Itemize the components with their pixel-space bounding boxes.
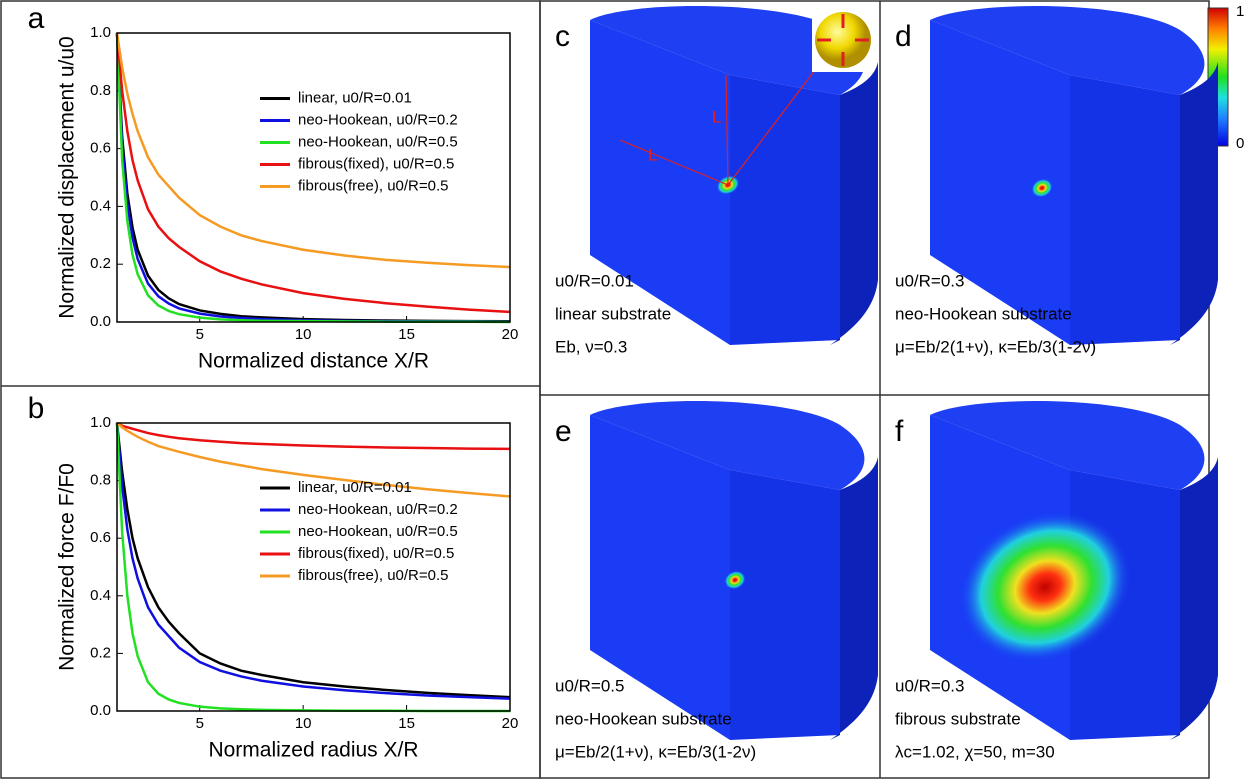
panel-label: d	[895, 20, 912, 53]
plot-frame	[116, 32, 511, 323]
x-tick-label: 20	[502, 715, 519, 732]
x-axis-title: Normalized radius X/R	[208, 739, 418, 762]
y-tick-label: 0.4	[90, 197, 111, 214]
stress-spot	[959, 511, 1131, 663]
simulation-panel: f u0/R=0.3 fibrous substrate λc=1.02, χ=50,…	[895, 401, 1218, 761]
inset-sphere	[815, 12, 871, 68]
cut-face-left	[930, 20, 1070, 345]
y-tick-label: 0.6	[90, 529, 111, 546]
outer-surface	[1170, 457, 1218, 740]
top-face	[930, 6, 1205, 95]
y-tick-label: 0.4	[90, 587, 111, 604]
legend-label: neo-Hookean, u0/R=0.5	[298, 133, 458, 150]
y-axis-title: Normalized force F/F0	[56, 463, 79, 671]
outer-surface	[1170, 62, 1218, 345]
y-tick-label: 0.0	[90, 313, 111, 330]
panel-text: u0/R=0.5	[555, 676, 624, 695]
x-tick-label: 20	[502, 326, 519, 343]
y-tick-label: 0.2	[90, 644, 111, 661]
cut-face-right	[1070, 75, 1180, 345]
panel-text: fibrous substrate	[895, 709, 1021, 728]
legend-label: linear, u0/R=0.01	[298, 479, 412, 496]
frames	[0, 0, 1210, 779]
legend-label: linear, u0/R=0.01	[298, 89, 412, 106]
x-tick-label: 5	[196, 326, 204, 343]
legend-label: fibrous(fixed), u0/R=0.5	[298, 545, 454, 562]
annotation: L	[712, 107, 721, 126]
panel-text: u0/R=0.3	[895, 676, 964, 695]
y-tick-label: 1.0	[90, 24, 111, 41]
legend-label: neo-Hookean, u0/R=0.5	[298, 523, 458, 540]
legend-label: neo-Hookean, u0/R=0.2	[298, 501, 458, 518]
data-line	[115, 422, 511, 699]
outer-surface	[830, 457, 878, 740]
panel-text: u0/R=0.01	[555, 271, 634, 290]
y-tick-label: 1.0	[90, 414, 111, 431]
panel-label: b	[28, 392, 45, 425]
panel-text: neo-Hookean substrate	[895, 304, 1072, 323]
top-face	[930, 401, 1205, 490]
panel-label: f	[895, 415, 904, 448]
simulation-panel: c u0/R=0.01 linear substrate Eb, ν=0.3 L L	[555, 6, 878, 356]
panel-text: μ=Eb/2(1+ν), κ=Eb/3(1-2ν)	[555, 742, 756, 761]
dimension-arrow	[619, 139, 729, 186]
legend-label: fibrous(fixed), u0/R=0.5	[298, 155, 454, 172]
pointer-line	[727, 69, 816, 186]
simulation-panel: d u0/R=0.3 neo-Hookean substrate μ=Eb/2(1+ν…	[895, 6, 1218, 356]
panel-label: a	[28, 2, 45, 35]
top-face	[590, 6, 865, 95]
stress-spot	[1031, 178, 1053, 198]
x-tick-label: 5	[196, 715, 204, 732]
cut-face-left	[590, 415, 730, 740]
panel-label: e	[555, 415, 572, 448]
colorbar-min: 0	[1236, 135, 1244, 152]
annotation: L	[648, 145, 657, 164]
panel-text: linear substrate	[555, 304, 671, 323]
top-face	[590, 401, 865, 490]
y-tick-label: 0.2	[90, 255, 111, 272]
panel-text: neo-Hookean substrate	[555, 709, 732, 728]
outer-surface	[830, 62, 878, 345]
colorbar-max: 1	[1236, 3, 1244, 20]
data-line	[116, 421, 511, 451]
x-axis-title: Normalized distance X/R	[198, 350, 429, 373]
simulation-panel: e u0/R=0.5 neo-Hookean substrate μ=Eb/2(1+ν…	[555, 401, 878, 761]
legend-label: fibrous(free), u0/R=0.5	[298, 567, 449, 584]
x-tick-label: 10	[295, 715, 312, 732]
right-frame	[539, 0, 1210, 779]
plot-frame	[116, 422, 511, 712]
data-line	[115, 422, 511, 700]
y-axis-title: Normalized displacement u/u0	[56, 36, 79, 318]
data-line	[115, 32, 511, 269]
x-tick-label: 15	[398, 326, 415, 343]
x-tick-label: 15	[398, 715, 415, 732]
panel-text: u0/R=0.3	[895, 271, 964, 290]
dimension-arrow	[725, 74, 729, 186]
stress-spot	[724, 570, 746, 590]
y-tick-label: 0.8	[90, 82, 111, 99]
data-line	[116, 422, 511, 498]
panel-text: λc=1.02, χ=50, m=30	[895, 742, 1055, 761]
y-tick-label: 0.0	[90, 702, 111, 719]
y-tick-label: 0.6	[90, 140, 111, 157]
cut-face-right	[730, 75, 840, 345]
data-line	[115, 32, 511, 314]
y-tick-label: 0.8	[90, 472, 111, 489]
cut-face-left	[590, 20, 730, 345]
legend-label: fibrous(free), u0/R=0.5	[298, 177, 449, 194]
cut-face-right	[730, 470, 840, 740]
left-frame	[0, 0, 541, 779]
panel-text: μ=Eb/2(1+ν), κ=Eb/3(1-2ν)	[895, 337, 1096, 356]
legend-label: neo-Hookean, u0/R=0.2	[298, 111, 458, 128]
panel-text: Eb, ν=0.3	[555, 337, 627, 356]
x-tick-label: 10	[295, 326, 312, 343]
panel-label: c	[555, 20, 570, 53]
